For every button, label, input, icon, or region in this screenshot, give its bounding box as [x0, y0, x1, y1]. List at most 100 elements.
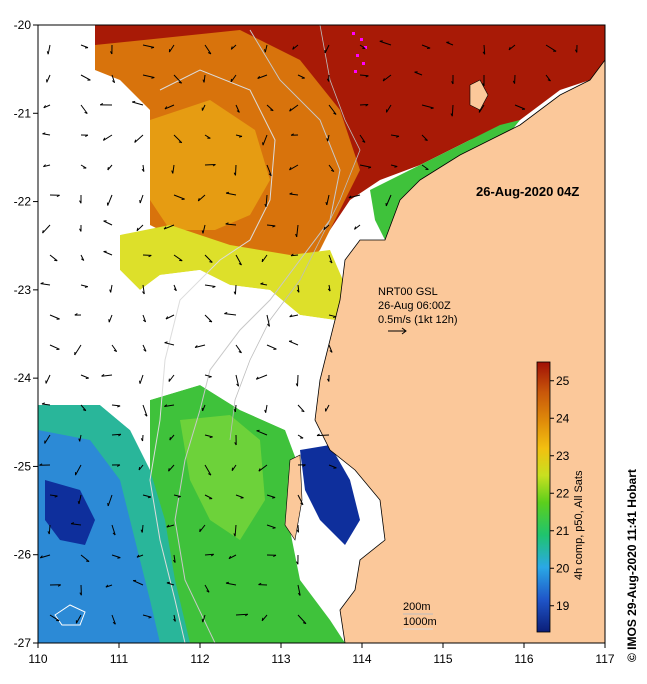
current-arrow — [49, 314, 60, 320]
current-arrow — [545, 44, 557, 52]
current-arrow-head — [257, 75, 261, 79]
current-arrow — [225, 223, 237, 226]
current-arrow — [323, 224, 330, 231]
current-arrow — [261, 614, 268, 622]
colorbar-tick-label: 22 — [556, 486, 570, 500]
current-arrow — [289, 164, 299, 171]
current-arrow-head — [112, 621, 116, 625]
current-arrow-head — [207, 52, 212, 55]
current-arrow-head — [430, 107, 434, 110]
current-arrow — [230, 74, 237, 83]
current-arrow — [173, 254, 183, 262]
current-arrow — [235, 254, 242, 266]
current-arrow — [132, 101, 144, 106]
current-arrow-head — [330, 169, 335, 172]
current-arrow — [164, 404, 175, 407]
land-island — [469, 79, 489, 111]
current-arrow-head — [201, 619, 204, 623]
current-arrow-head — [40, 282, 44, 285]
current-arrow — [265, 404, 268, 413]
current-arrow — [231, 464, 237, 471]
current-arrow — [262, 134, 268, 146]
current-arrow — [45, 374, 51, 384]
current-arrow — [78, 494, 82, 505]
current-arrow — [328, 314, 337, 318]
current-arrow-head — [43, 105, 46, 109]
current-arrow-head — [333, 316, 337, 318]
current-arrow-head — [39, 463, 43, 466]
current-arrow-head — [354, 226, 357, 230]
current-arrow-head — [132, 100, 136, 103]
current-scale-label: 0.5m/s (1kt 12h) — [378, 314, 457, 326]
current-arrow — [316, 434, 330, 437]
current-arrow — [163, 224, 175, 230]
current-arrow — [173, 194, 185, 200]
current-arrow-head — [210, 553, 214, 557]
current-arrow-head — [300, 502, 304, 506]
current-arrow-head — [482, 83, 485, 87]
current-arrow-head — [199, 528, 201, 532]
current-arrow — [40, 554, 51, 559]
current-arrow-head — [102, 137, 106, 141]
y-tick-label: -27 — [14, 636, 32, 650]
current-arrow-head — [171, 170, 174, 174]
current-arrow-head — [325, 201, 328, 206]
current-arrow — [43, 104, 51, 109]
current-arrow — [258, 464, 268, 472]
current-arrow — [48, 524, 51, 535]
colorbar-tick-label: 21 — [556, 524, 570, 538]
sst-layer — [38, 25, 605, 643]
current-arrow — [111, 614, 116, 625]
current-arrow-head — [41, 402, 45, 405]
current-arrow — [235, 344, 242, 354]
current-arrow-head — [289, 108, 292, 112]
current-arrow — [235, 374, 240, 387]
colorbar-bar — [536, 361, 551, 633]
current-arrow — [103, 134, 113, 141]
current-arrow-head — [136, 227, 139, 231]
current-arrow-head — [54, 259, 58, 262]
current-arrow — [111, 433, 121, 436]
current-arrow — [107, 164, 113, 171]
current-arrow-head — [273, 554, 277, 558]
sst-region-green-light — [180, 415, 265, 540]
current-arrow-head — [238, 351, 242, 354]
current-arrow — [230, 44, 237, 50]
colorbar-tick-label: 23 — [556, 449, 570, 463]
colorbar-tick-label: 20 — [556, 561, 570, 575]
current-arrow-head — [54, 495, 58, 498]
current-arrow-head — [292, 46, 295, 50]
current-arrow — [75, 464, 82, 476]
current-arrow — [173, 74, 183, 84]
current-arrow — [327, 134, 330, 142]
current-arrow-head — [194, 345, 198, 348]
current-arrow — [386, 104, 392, 113]
current-arrow-head — [326, 78, 330, 82]
current-arrow-head — [290, 133, 294, 136]
current-arrow — [260, 283, 268, 286]
current-arrow-head — [327, 288, 331, 292]
current-arrow-head — [233, 408, 236, 413]
current-arrow — [508, 44, 516, 51]
current-arrow — [80, 554, 90, 562]
current-arrow-head — [140, 529, 143, 533]
current-arrow-head — [113, 349, 117, 353]
current-vectors — [39, 40, 578, 625]
current-arrow-head — [258, 582, 262, 586]
current-arrow — [75, 614, 82, 624]
magenta-markers — [352, 32, 367, 73]
current-arrow-head — [236, 110, 240, 113]
current-arrow — [289, 314, 299, 318]
current-arrow-head — [290, 253, 294, 257]
current-arrow — [173, 134, 183, 144]
current-arrow-head — [333, 112, 337, 115]
current-arrow-head — [172, 559, 176, 563]
current-arrow — [234, 524, 237, 537]
current-arrow — [105, 584, 113, 588]
current-arrow-head — [47, 531, 50, 535]
current-arrow-head — [365, 104, 369, 107]
current-arrow — [297, 524, 299, 533]
current-arrow-head — [316, 433, 320, 437]
current-arrow-head — [138, 467, 141, 471]
current-arrow-head — [225, 191, 230, 194]
